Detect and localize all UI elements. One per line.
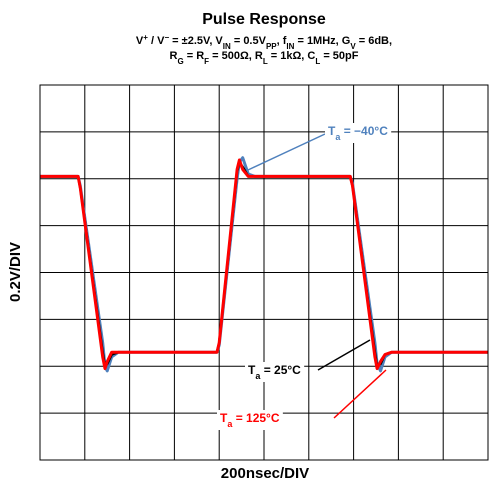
- annotation-leader: [333, 369, 387, 419]
- annotation-sub: a: [255, 371, 261, 381]
- annotation-sub: a: [227, 419, 233, 429]
- subtitle-run: +: [143, 33, 148, 42]
- annotation-leader: [247, 133, 326, 171]
- subtitle-run: = 6dB,: [356, 35, 392, 47]
- annotation-background: [245, 362, 305, 382]
- subtitle-run: , f: [277, 35, 287, 47]
- subtitle-run: V: [136, 35, 144, 47]
- series-line: [40, 158, 488, 371]
- subtitle-run: G: [177, 57, 183, 66]
- chart-subtitle: V+ / V− = ±2.5V, VIN = 0.5VPP, fIN = 1MH…: [136, 33, 392, 51]
- subtitle-run: PP: [266, 42, 277, 51]
- subtitle-run: = R: [184, 50, 205, 62]
- subtitle-run: R: [170, 50, 178, 62]
- plot-border: [39, 84, 489, 461]
- subtitle-run: V: [350, 42, 356, 51]
- chart-title: Pulse Response: [202, 11, 326, 28]
- subtitle-run: / V: [148, 35, 165, 47]
- subtitle-run: L: [263, 57, 268, 66]
- subtitle-run: F: [204, 57, 209, 66]
- annotation-main: T: [220, 411, 228, 425]
- annotation-sub: a: [335, 132, 341, 142]
- chart-subtitle: RG = RF = 500Ω, RL = 1kΩ, CL = 50pF: [170, 50, 359, 66]
- subtitle-run: = 50pF: [320, 50, 358, 62]
- annotation-leader: [317, 339, 371, 371]
- annotation: Ta = 125°C: [220, 411, 280, 429]
- annotation-rest: = −40°C: [340, 124, 388, 138]
- annotation-main: T: [248, 363, 256, 377]
- subtitle-run: IN: [223, 42, 231, 51]
- subtitle-run: = 1MHz, G: [294, 35, 350, 47]
- subtitle-run: = 1kΩ, C: [268, 50, 316, 62]
- annotation-rest: = 125°C: [232, 411, 279, 425]
- annotation-rest: = 25°C: [260, 363, 301, 377]
- subtitle-run: = 0.5V: [231, 35, 267, 47]
- subtitle-run: L: [315, 57, 320, 66]
- subtitle-run: −: [164, 33, 169, 42]
- y-axis-label: 0.2V/DIV: [7, 242, 24, 302]
- annotation: Ta = −40°C: [328, 124, 388, 142]
- annotation-background: [217, 410, 283, 430]
- annotation: Ta = 25°C: [248, 363, 301, 381]
- annotation-background: [325, 123, 392, 143]
- annotation-main: T: [328, 124, 336, 138]
- subtitle-run: = ±2.5V, V: [169, 35, 223, 47]
- subtitle-run: = 500Ω, R: [209, 50, 263, 62]
- subtitle-run: IN: [286, 42, 294, 51]
- x-axis-label: 200nsec/DIV: [221, 465, 309, 482]
